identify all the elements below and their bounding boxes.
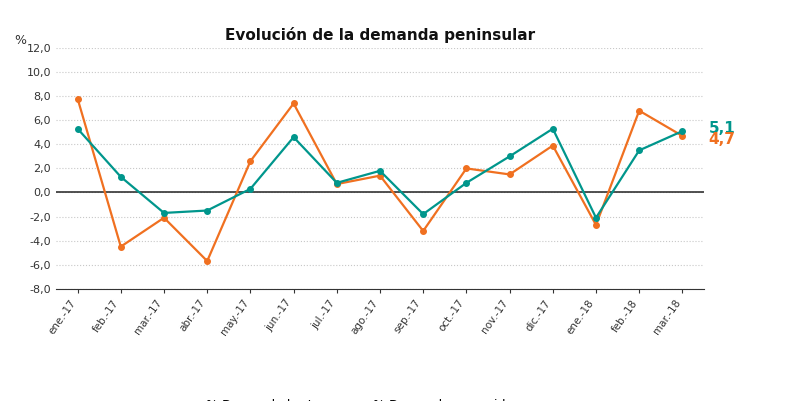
Text: 5,1: 5,1 — [708, 121, 735, 136]
Text: 4,7: 4,7 — [708, 132, 735, 147]
Title: Evolución de la demanda peninsular: Evolución de la demanda peninsular — [225, 27, 535, 43]
Legend: % Demanda bruta, % Demanda corregida: % Demanda bruta, % Demanda corregida — [164, 394, 518, 401]
Text: %: % — [14, 34, 26, 47]
